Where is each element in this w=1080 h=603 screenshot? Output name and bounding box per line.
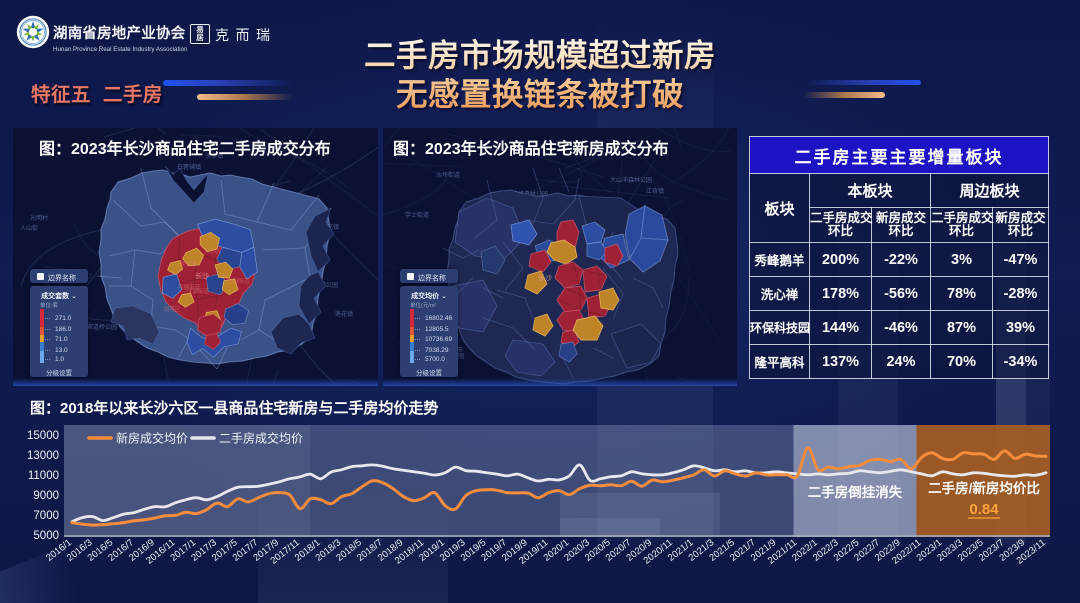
svg-text:沙坪街道: 沙坪街道 bbox=[436, 171, 460, 179]
svg-text:13000: 13000 bbox=[27, 450, 59, 462]
svg-text:二手房倒挂消失: 二手房倒挂消失 bbox=[808, 484, 903, 500]
svg-text:东塘街道: 东塘街道 bbox=[228, 277, 251, 285]
svg-text:家道桥公园: 家道桥公园 bbox=[87, 323, 117, 331]
svg-text:江背镇: 江背镇 bbox=[646, 187, 664, 195]
svg-text:15000: 15000 bbox=[27, 430, 59, 442]
svg-text:大山冲森林公园: 大山冲森林公园 bbox=[610, 176, 652, 184]
svg-text:坪塘街道: 坪塘街道 bbox=[178, 283, 201, 291]
svg-text:洋湖街道: 洋湖街道 bbox=[187, 287, 210, 295]
svg-text:学士街道: 学士街道 bbox=[405, 211, 429, 219]
svg-text:二手房成交均价: 二手房成交均价 bbox=[219, 431, 303, 446]
svg-text:9000: 9000 bbox=[33, 490, 59, 502]
svg-text:7000: 7000 bbox=[33, 510, 59, 522]
svg-text:莲花镇: 莲花镇 bbox=[335, 310, 353, 318]
svg-text:天心区: 天心区 bbox=[204, 248, 221, 255]
svg-text:人山街: 人山街 bbox=[20, 224, 38, 232]
svg-text:长沙: 长沙 bbox=[195, 271, 209, 280]
svg-text:二手房/新房均价比: 二手房/新房均价比 bbox=[928, 480, 1040, 496]
svg-text:11000: 11000 bbox=[28, 470, 59, 482]
svg-text:5000: 5000 bbox=[33, 530, 59, 542]
svg-text:白箬铺镇: 白箬铺镇 bbox=[177, 163, 201, 171]
svg-text:0.84: 0.84 bbox=[969, 501, 999, 518]
svg-text:雨花区: 雨花区 bbox=[164, 305, 181, 313]
svg-text:宁乡市: 宁乡市 bbox=[93, 146, 111, 154]
svg-text:沙市镇: 沙市镇 bbox=[205, 152, 223, 160]
svg-text:光明村: 光明村 bbox=[30, 214, 48, 222]
svg-text:新房成交均价: 新房成交均价 bbox=[116, 431, 188, 446]
svg-text:长沙: 长沙 bbox=[538, 273, 552, 282]
svg-text:侯家塘: 侯家塘 bbox=[180, 260, 197, 268]
svg-text:黄花镇: 黄花镇 bbox=[321, 223, 339, 231]
